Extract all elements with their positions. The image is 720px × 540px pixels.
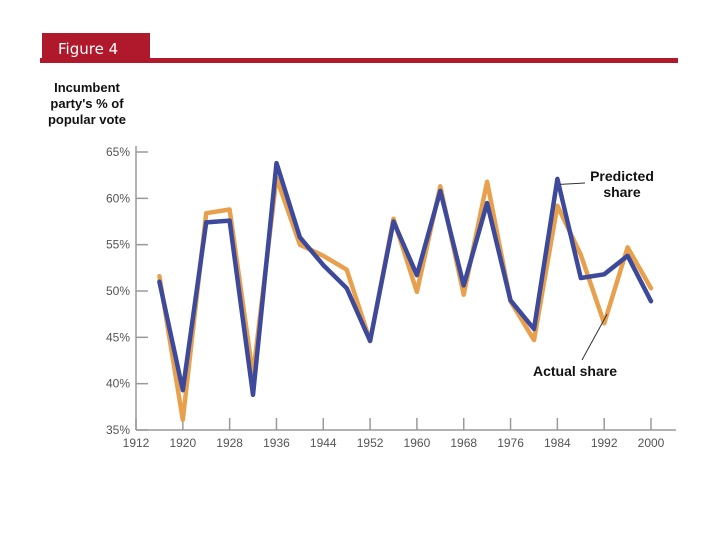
y-tick-label: 65%: [106, 145, 130, 159]
y-tick-label: 60%: [106, 191, 130, 205]
axes: 35% 40% 45% 50% 55% 60% 65% 1912 1920 1928 1936 194…: [106, 145, 676, 450]
y-tick-label: 55%: [106, 238, 130, 252]
x-tick-label: 1928: [216, 436, 243, 450]
x-tick-label: 1960: [404, 436, 431, 450]
annotation-label-predicted-share-2: share: [603, 184, 641, 200]
y-axis-label-line-3: popular vote: [48, 112, 126, 127]
annotation-label-actual-share-1: Actual share: [533, 363, 617, 379]
x-tick-label: 1976: [497, 436, 524, 450]
header-rule: [40, 58, 678, 63]
annotation-leader-actual-share: [581, 313, 608, 361]
x-tick-label: 2000: [638, 436, 665, 450]
x-tick-label: 1968: [450, 436, 477, 450]
x-tick-label: 1944: [310, 436, 337, 450]
x-tick-label: 1912: [123, 436, 150, 450]
x-tick-label: 1936: [263, 436, 290, 450]
x-tick-label: 1992: [591, 436, 618, 450]
y-axis-label-line-1: Incumbent: [54, 80, 120, 95]
y-axis-label-line-2: party's % of: [50, 96, 124, 111]
y-tick-label: 40%: [106, 377, 130, 391]
x-tick-label: 1984: [544, 436, 571, 450]
y-tick-label: 35%: [106, 423, 130, 437]
series-lines: [157, 160, 654, 423]
y-tick-label: 45%: [106, 330, 130, 344]
series-line-actual-share: [157, 175, 654, 423]
annotation-label-predicted-share-1: Predicted: [590, 168, 654, 184]
figure-label: Figure 4: [58, 40, 118, 58]
x-tick-label: 1920: [169, 436, 196, 450]
x-tick-label: 1952: [357, 436, 384, 450]
y-tick-label: 50%: [106, 284, 130, 298]
series-line-predicted-share: [157, 160, 654, 398]
annotation-leader-predicted-share: [560, 182, 586, 185]
figure-label-tab: [42, 33, 150, 63]
